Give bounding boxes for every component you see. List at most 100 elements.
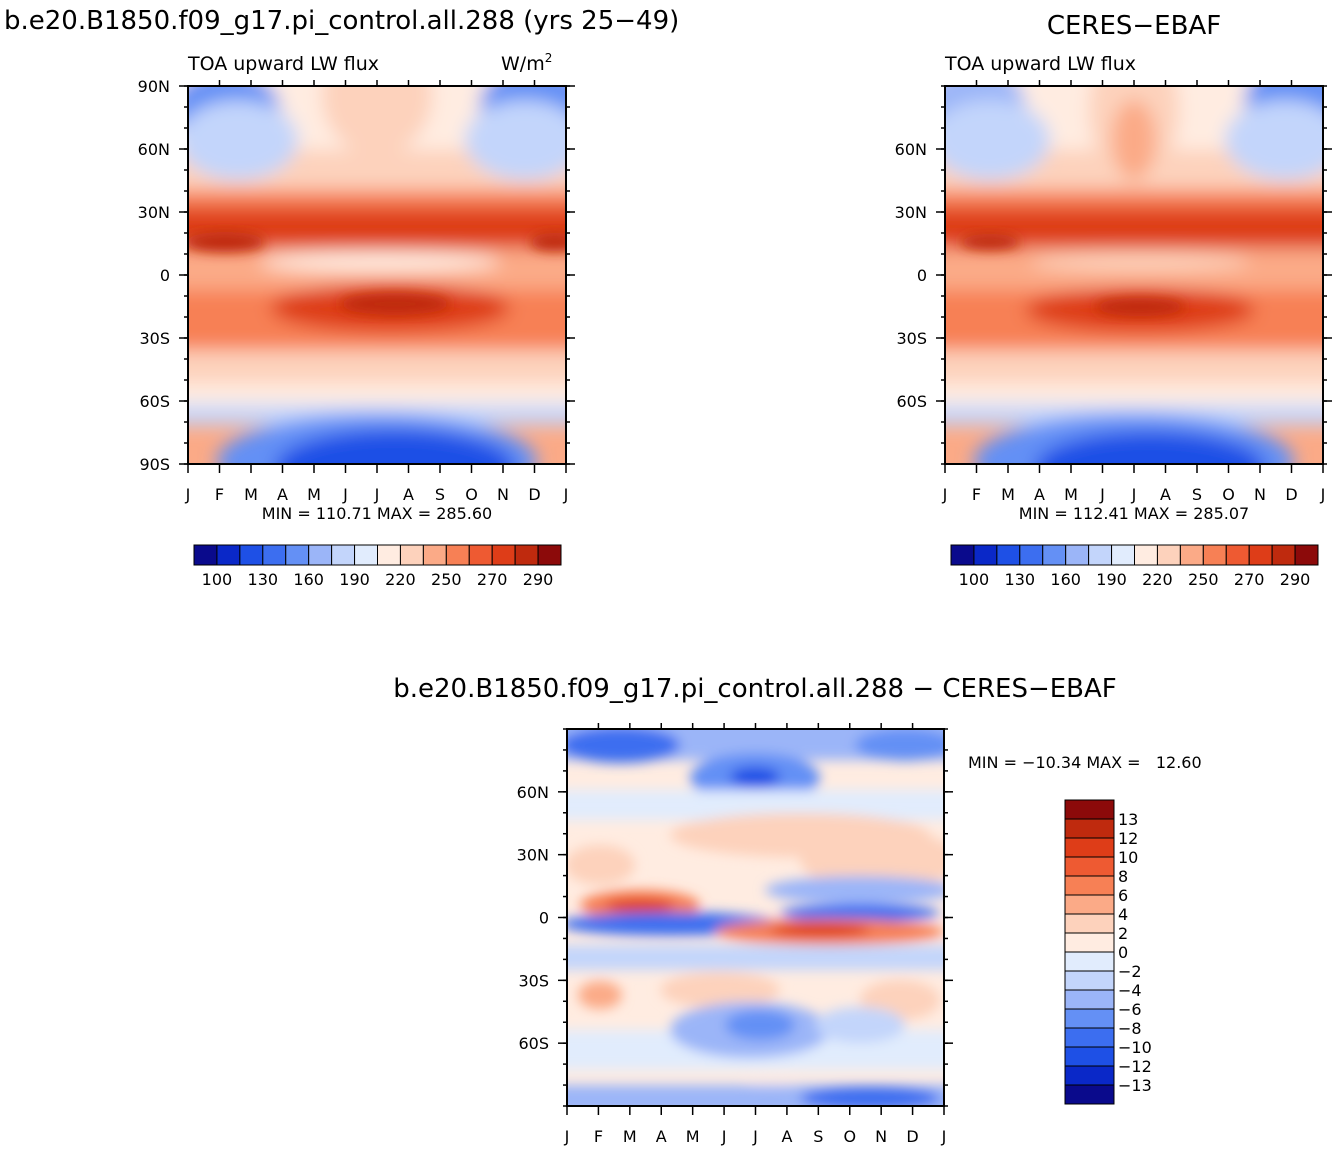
panel-diff-title: b.e20.B1850.f09_g17.pi_control.all.288 −… bbox=[393, 674, 1117, 704]
panel-obs-x-tick-label: N bbox=[1254, 485, 1266, 504]
panel-model-colorbar-swatch bbox=[262, 544, 287, 566]
panel-diff-x-tick-label: A bbox=[781, 1127, 792, 1146]
panel-diff-colorbar-label: 10 bbox=[1118, 848, 1138, 867]
panel-obs-colorbar: 100 130 160 190 220 250 270 290 bbox=[950, 544, 1319, 589]
panel-model-colorbar: 100 130 160 190 220 250 270 290 bbox=[193, 544, 562, 589]
panel-obs-colorbar-swatch bbox=[1156, 544, 1181, 566]
panel-model-x-tick-label: N bbox=[497, 485, 509, 504]
panel-diff-x-tick-label: J bbox=[564, 1127, 570, 1146]
panel-model-y-tick-label: 60N bbox=[138, 140, 170, 159]
panel-obs-colorbar-label: 270 bbox=[1234, 570, 1265, 589]
panel-diff-x-tick-label: D bbox=[906, 1127, 918, 1146]
panel-obs-colorbar-label: 130 bbox=[1005, 570, 1036, 589]
panel-obs-y-tick-label: 30N bbox=[895, 203, 927, 222]
panel-obs-x-tick-label: J bbox=[942, 485, 948, 504]
panel-model-x-tick-label: M bbox=[307, 485, 321, 504]
panel-obs-x-tick-label: J bbox=[1131, 485, 1137, 504]
panel-diff-x-tick-label: M bbox=[623, 1127, 637, 1146]
panel-diff-colorbar-label: −12 bbox=[1118, 1057, 1152, 1076]
panel-obs-subtitle: TOA upward LW flux bbox=[944, 53, 1136, 75]
panel-obs-colorbar-swatch bbox=[973, 544, 998, 566]
panel-model-y-tick-label: 60S bbox=[139, 392, 170, 411]
panel-diff-colorbar-swatch bbox=[1064, 970, 1115, 991]
panel-diff-colorbar-label: −13 bbox=[1118, 1076, 1152, 1095]
panel-obs-colorbar-label: 160 bbox=[1050, 570, 1081, 589]
panel-obs-colorbar-swatch bbox=[1111, 544, 1135, 566]
panel-obs-colorbar-swatch bbox=[1202, 544, 1227, 566]
panel-diff-colorbar-label: 0 bbox=[1118, 943, 1128, 962]
panel-model-colorbar-label: 270 bbox=[477, 570, 508, 589]
panel-obs-field bbox=[945, 86, 1323, 464]
panel-diff-y-ticks: 60N 30N 0 30S 60S bbox=[517, 783, 549, 1053]
panel-model-colorbar-label: 100 bbox=[202, 570, 233, 589]
panel-diff-colorbar-swatch bbox=[1064, 913, 1115, 934]
panel-obs-y-ticks: 60N 30N 0 30S 60S bbox=[895, 140, 927, 411]
panel-obs-colorbar-label: 220 bbox=[1142, 570, 1173, 589]
panel-obs-y-tick-label: 0 bbox=[917, 266, 927, 285]
panel-obs-colorbar-swatch bbox=[1019, 544, 1044, 566]
panel-obs-colorbar-swatch bbox=[996, 544, 1021, 566]
panel-model-colorbar-swatch bbox=[216, 544, 241, 566]
panel-model-x-tick-label: J bbox=[374, 485, 380, 504]
panel-obs-colorbar-swatch bbox=[1042, 544, 1067, 566]
panel-model-colorbar-swatch bbox=[491, 544, 516, 566]
panel-model-x-tick-label: J bbox=[342, 485, 348, 504]
panel-diff-colorbar-swatch bbox=[1064, 1027, 1115, 1048]
panel-diff-colorbar-label: 12 bbox=[1118, 829, 1138, 848]
panel-model-units: W/m2 bbox=[501, 51, 552, 75]
panel-diff-colorbar-swatch bbox=[1064, 951, 1115, 972]
panel-model-colorbar-swatch bbox=[239, 544, 264, 566]
panel-diff-axes bbox=[558, 723, 953, 1115]
panel-model-y-tick-label: 90N bbox=[138, 77, 170, 96]
panel-model-colorbar-label: 250 bbox=[431, 570, 462, 589]
panel-model-y-tick-label: 30N bbox=[138, 203, 170, 222]
panel-diff-colorbar-swatch bbox=[1064, 989, 1115, 1010]
panel-obs: CERES−EBAF TOA upward LW flux bbox=[895, 11, 1332, 589]
panel-diff-x-tick-label: J bbox=[721, 1127, 727, 1146]
panel-diff-colorbar-swatch bbox=[1064, 856, 1115, 877]
panel-obs-colorbar-swatch bbox=[1134, 544, 1158, 566]
panel-obs-y-tick-label: 30S bbox=[896, 329, 927, 348]
panel-diff-y-tick-label: 30S bbox=[518, 971, 549, 990]
panel-model-colorbar-swatch bbox=[377, 544, 401, 566]
panel-diff-colorbar-swatch bbox=[1064, 1046, 1115, 1067]
panel-model-colorbar-label: 160 bbox=[293, 570, 324, 589]
panel-model-colorbar-swatch bbox=[468, 544, 493, 566]
panel-diff-field bbox=[567, 729, 944, 1106]
panel-model-x-tick-label: S bbox=[435, 485, 445, 504]
panel-obs-x-tick-label: A bbox=[1034, 485, 1045, 504]
panel-model-y-tick-label: 90S bbox=[139, 455, 170, 474]
panel-obs-y-tick-label: 60N bbox=[895, 140, 927, 159]
panel-obs-x-tick-label: S bbox=[1192, 485, 1202, 504]
panel-obs-x-tick-label: M bbox=[1001, 485, 1015, 504]
panel-model-colorbar-swatch bbox=[537, 544, 562, 566]
panel-diff-x-tick-label: S bbox=[813, 1127, 823, 1146]
panel-model-y-ticks: 90N 60N 30N 0 30S 60S 90S bbox=[138, 77, 170, 474]
panel-model-x-tick-label: D bbox=[528, 485, 540, 504]
panel-model-colorbar-swatch bbox=[285, 544, 310, 566]
panel-model-x-tick-label: A bbox=[403, 485, 414, 504]
panel-obs-colorbar-label: 250 bbox=[1188, 570, 1219, 589]
panel-model-colorbar-label: 190 bbox=[339, 570, 370, 589]
panel-diff-colorbar-label: 6 bbox=[1118, 886, 1128, 905]
panel-model-colorbar-swatch bbox=[422, 544, 447, 566]
panel-obs-title: CERES−EBAF bbox=[1047, 11, 1221, 41]
panel-model-stats: MIN = 110.71 MAX = 285.60 bbox=[262, 504, 492, 523]
panel-model-colorbar-label: 130 bbox=[248, 570, 279, 589]
panel-model: b.e20.B1850.f09_g17.pi_control.all.288 (… bbox=[4, 6, 679, 589]
panel-model-colorbar-swatch bbox=[514, 544, 539, 566]
panel-diff-colorbar-swatch bbox=[1064, 1084, 1115, 1105]
panel-diff-colorbar-label: −6 bbox=[1118, 1000, 1142, 1019]
panel-diff-y-tick-label: 60N bbox=[517, 783, 549, 802]
panel-diff-y-tick-label: 0 bbox=[539, 909, 549, 928]
panel-model-colorbar-swatch bbox=[308, 544, 333, 566]
panel-obs-colorbar-swatch bbox=[1225, 544, 1250, 566]
panel-diff-colorbar-swatch bbox=[1064, 799, 1115, 820]
panel-diff-colorbar-swatch bbox=[1064, 837, 1115, 858]
panel-obs-colorbar-swatch bbox=[1065, 544, 1090, 566]
panel-obs-colorbar-swatch bbox=[1294, 544, 1319, 566]
panel-obs-x-tick-label: J bbox=[1320, 485, 1326, 504]
